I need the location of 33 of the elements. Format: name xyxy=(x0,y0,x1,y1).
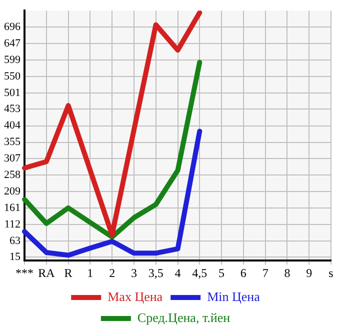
y-tick-label: 647 xyxy=(4,38,21,50)
y-tick-label: 63 xyxy=(10,234,21,247)
y-tick-label: 307 xyxy=(4,152,21,164)
y-tick-label: 15 xyxy=(10,251,21,264)
y-tick-label: 453 xyxy=(4,103,21,116)
x-tick-label: 2 xyxy=(109,266,116,280)
y-tick-label: 258 xyxy=(4,169,21,182)
x-tick-label: *** xyxy=(16,266,34,280)
x-tick-label: 3 xyxy=(130,266,137,280)
x-tick-label: 4 xyxy=(174,266,181,280)
legend-label: Сред.Цена, т.йен xyxy=(137,310,230,325)
x-tick-label: 6 xyxy=(240,266,246,280)
y-tick-label: 599 xyxy=(4,54,21,66)
x-tick-label: 4,5 xyxy=(192,266,208,280)
x-tick-label: R xyxy=(64,266,72,280)
x-tick-label: 9 xyxy=(306,266,312,280)
y-tick-label: 696 xyxy=(4,21,21,34)
y-tick-label: 209 xyxy=(4,186,21,198)
legend-label: Max Цена xyxy=(108,288,163,304)
x-tick-label: 7 xyxy=(262,266,268,280)
y-tick-label: 161 xyxy=(4,202,20,214)
x-tick-label: 1 xyxy=(87,266,94,280)
y-tick-label: 355 xyxy=(4,136,21,148)
x-tick-label: RA xyxy=(38,266,56,280)
x-tick-label: 3,5 xyxy=(148,266,164,280)
x-tick-label: 5 xyxy=(218,266,225,280)
y-tick-label: 112 xyxy=(4,218,20,230)
y-tick-label: 550 xyxy=(4,70,21,82)
x-tick-label: s xyxy=(328,266,334,280)
y-tick-label: 404 xyxy=(4,120,21,132)
legend-label: Min Цена xyxy=(207,288,260,304)
y-tick-label: 501 xyxy=(4,86,20,99)
x-tick-label: 8 xyxy=(284,266,290,280)
